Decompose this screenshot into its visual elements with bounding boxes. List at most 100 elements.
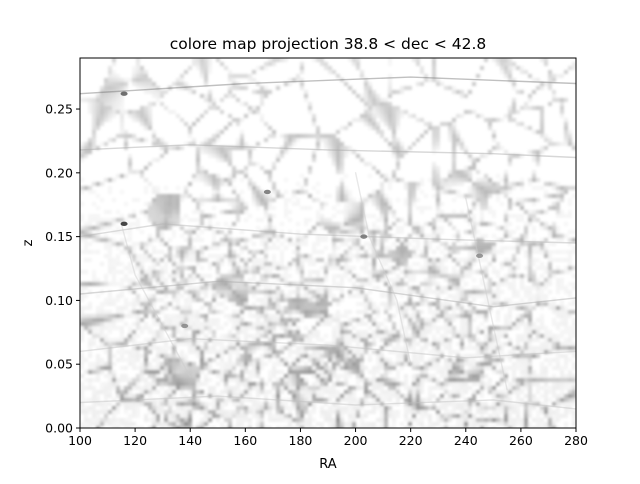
heatmap-cell: [388, 254, 392, 258]
heatmap-cell: [192, 250, 196, 254]
heatmap-cell: [148, 90, 152, 94]
heatmap-cell: [232, 366, 236, 370]
heatmap-cell: [560, 298, 564, 302]
heatmap-cell: [252, 302, 256, 306]
heatmap-cell: [324, 142, 328, 146]
heatmap-cell: [456, 270, 460, 274]
heatmap-cell: [488, 338, 492, 342]
heatmap-cell: [520, 370, 524, 374]
heatmap-cell: [108, 74, 112, 78]
heatmap-cell: [440, 258, 444, 262]
heatmap-cell: [296, 302, 300, 306]
heatmap-cell: [532, 282, 536, 286]
heatmap-cell: [480, 222, 484, 226]
heatmap-cell: [380, 354, 384, 358]
heatmap-cell: [336, 366, 340, 370]
heatmap-cell: [516, 366, 520, 370]
heatmap-cell: [260, 362, 264, 366]
heatmap-cell: [112, 62, 116, 66]
heatmap-cell: [356, 302, 360, 306]
heatmap-cell: [92, 182, 96, 186]
heatmap-cell: [380, 358, 384, 362]
heatmap-cell: [376, 362, 380, 366]
heatmap-cell: [204, 174, 208, 178]
heatmap-cell: [312, 350, 316, 354]
heatmap-cell: [216, 322, 220, 326]
heatmap-cell: [96, 310, 100, 314]
heatmap-cell: [540, 262, 544, 266]
heatmap-cell: [464, 274, 468, 278]
heatmap-cell: [112, 90, 116, 94]
heatmap-cell: [516, 354, 520, 358]
heatmap-cell: [284, 326, 288, 330]
heatmap-cell: [228, 318, 232, 322]
heatmap-cell: [212, 146, 216, 150]
heatmap-cell: [372, 226, 376, 230]
heatmap-cell: [244, 370, 248, 374]
heatmap-cell: [116, 102, 120, 106]
heatmap-cell: [360, 218, 364, 222]
heatmap-cell: [188, 350, 192, 354]
heatmap-cell: [272, 302, 276, 306]
heatmap-cell: [300, 78, 304, 82]
heatmap-cell: [260, 282, 264, 286]
heatmap-cell: [352, 334, 356, 338]
heatmap-cell: [152, 90, 156, 94]
heatmap-cell: [128, 134, 132, 138]
heatmap-cell: [456, 130, 460, 134]
heatmap-cell: [264, 310, 268, 314]
heatmap-cell: [460, 114, 464, 118]
heatmap-cell: [484, 314, 488, 318]
heatmap-cell: [532, 154, 536, 158]
heatmap-cell: [468, 178, 472, 182]
heatmap-cell: [548, 342, 552, 346]
heatmap-cell: [412, 334, 416, 338]
heatmap-cell: [528, 330, 532, 334]
heatmap-cell: [332, 262, 336, 266]
heatmap-cell: [560, 234, 564, 238]
heatmap-cell: [196, 354, 200, 358]
heatmap-cell: [264, 290, 268, 294]
heatmap-cell: [148, 278, 152, 282]
heatmap-cell: [112, 270, 116, 274]
heatmap-cell: [308, 290, 312, 294]
heatmap-cell: [496, 274, 500, 278]
heatmap-cell: [484, 154, 488, 158]
heatmap-cell: [452, 318, 456, 322]
heatmap-cell: [388, 142, 392, 146]
heatmap-cell: [164, 318, 168, 322]
heatmap-cell: [152, 270, 156, 274]
heatmap-cell: [172, 366, 176, 370]
heatmap-cell: [284, 274, 288, 278]
heatmap-cell: [272, 330, 276, 334]
heatmap-cell: [160, 298, 164, 302]
heatmap-cell: [440, 202, 444, 206]
heatmap-cell: [116, 174, 120, 178]
heatmap-cell: [432, 70, 436, 74]
heatmap-cell: [264, 234, 268, 238]
heatmap-cell: [156, 218, 160, 222]
heatmap-cell: [376, 102, 380, 106]
heatmap-cell: [444, 358, 448, 362]
heatmap-cell: [260, 278, 264, 282]
heatmap-cell: [392, 210, 396, 214]
heatmap-cell: [268, 282, 272, 286]
heatmap-cell: [152, 210, 156, 214]
heatmap-cell: [512, 110, 516, 114]
heatmap-cell: [136, 374, 140, 378]
heatmap-cell: [152, 266, 156, 270]
heatmap-cell: [520, 338, 524, 342]
heatmap-cell: [528, 306, 532, 310]
heatmap-cell: [420, 66, 424, 70]
heatmap-cell: [380, 234, 384, 238]
heatmap-cell: [272, 234, 276, 238]
heatmap-cell: [132, 258, 136, 262]
heatmap-cell: [284, 374, 288, 378]
heatmap-cell: [380, 202, 384, 206]
heatmap-cell: [440, 326, 444, 330]
heatmap-cell: [296, 346, 300, 350]
heatmap-cell: [88, 226, 92, 230]
heatmap-cell: [120, 366, 124, 370]
heatmap-cell: [376, 322, 380, 326]
